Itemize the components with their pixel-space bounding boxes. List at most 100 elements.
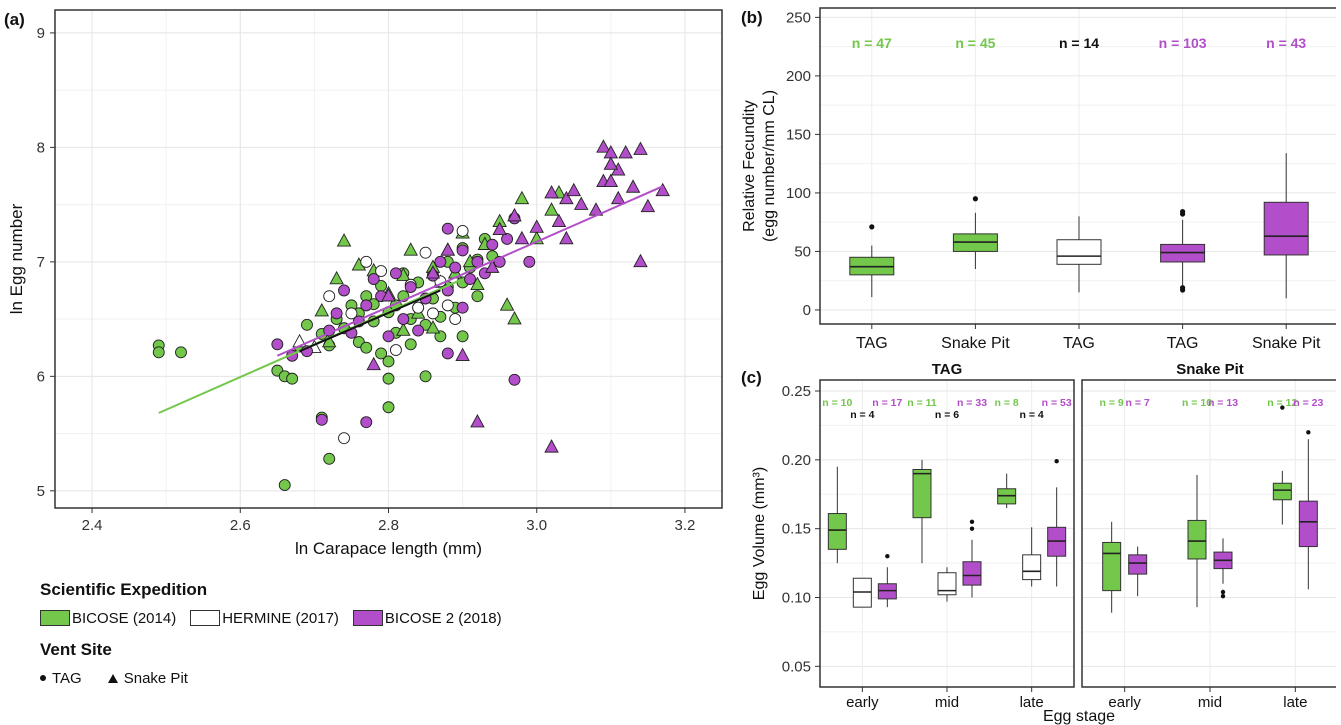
data-point [529, 219, 544, 233]
data-point [471, 290, 484, 303]
data-point [633, 253, 648, 268]
data-point [375, 347, 388, 360]
n-label: n = 33 [957, 397, 987, 409]
x-tick-label: early [1108, 694, 1141, 711]
legend-item-bicose-2018: BICOSE 2 (2018) [352, 609, 502, 627]
legend-site-row: TAG Snake Pit [40, 666, 510, 690]
y-tick-label: 50 [794, 243, 811, 260]
n-label: n = 103 [1159, 35, 1207, 51]
x-tick-label: TAG [1063, 335, 1095, 352]
x-tick-label: TAG [856, 335, 888, 352]
data-point [427, 307, 439, 320]
y-tick-label: 5 [37, 483, 45, 500]
data-point [441, 222, 454, 235]
data-point [603, 173, 619, 187]
data-point [449, 313, 462, 326]
data-point [501, 233, 514, 245]
data-point [544, 185, 559, 199]
data-point [360, 416, 373, 429]
swatch-bicose-2018 [352, 610, 383, 626]
box [1272, 482, 1292, 501]
data-point [603, 156, 619, 170]
legend-item-bicose-2014: BICOSE (2014) [40, 610, 176, 627]
panel-c-label: (c) [741, 368, 762, 387]
y-tick-label: 0.15 [782, 521, 811, 538]
data-point [507, 310, 522, 325]
facet-title: TAG [932, 361, 963, 378]
data-point [375, 265, 388, 277]
data-point [366, 356, 381, 371]
data-point [278, 479, 291, 492]
x-tick-label: Snake Pit [941, 335, 1010, 352]
x-tick-label: mid [935, 694, 959, 711]
x-tick-label: TAG [1167, 335, 1199, 352]
data-point [336, 233, 352, 247]
data-point [338, 432, 350, 445]
data-point [419, 370, 432, 383]
data-point [470, 276, 485, 291]
box [912, 468, 932, 519]
data-point [404, 281, 417, 293]
legend-label-tag: TAG [52, 669, 82, 687]
data-point [514, 190, 530, 205]
data-point [314, 302, 330, 317]
data-point [640, 198, 656, 213]
n-label: n = 8 [995, 397, 1019, 409]
x-tick-label: early [846, 694, 879, 711]
data-point [486, 238, 499, 251]
legend-label-bicose-2018: BICOSE 2 (2018) [384, 609, 502, 627]
x-tick-label: 2.4 [82, 517, 103, 534]
data-point [412, 324, 425, 337]
data-point [301, 318, 313, 331]
outlier-point [1180, 209, 1186, 215]
data-point [456, 301, 469, 314]
y-tick-label: 100 [786, 185, 811, 202]
data-point [566, 182, 582, 197]
data-point [456, 225, 469, 237]
boxplot-chart-b: 0 50 100 150 200 250 Relative Fecundity (egg nu… [741, 7, 1336, 352]
x-tick-label: 3.2 [675, 517, 696, 534]
data-point [382, 401, 395, 414]
data-point [508, 373, 521, 386]
data-point [323, 452, 336, 465]
legend-site-title: Vent Site [40, 640, 112, 659]
y-axis-label: ln Egg number [7, 203, 26, 314]
y-tick-label: 0.25 [782, 383, 811, 400]
box [1056, 239, 1102, 265]
data-point [404, 338, 417, 351]
box [1263, 201, 1309, 256]
n-label: n = 43 [1266, 35, 1306, 51]
data-point [455, 347, 470, 361]
data-point [441, 299, 454, 312]
legend: Scientific Expedition BICOSE (2014) HERM… [40, 580, 510, 690]
x-tick-label: 3.0 [526, 517, 547, 534]
legend-label-snake-pit: Snake Pit [123, 669, 188, 687]
data-point [507, 207, 522, 222]
outlier-point [969, 526, 975, 531]
n-label: n = 14 [1059, 35, 1099, 51]
n-label: n = 53 [1042, 397, 1072, 409]
box [1102, 541, 1122, 592]
data-point [403, 242, 418, 256]
outlier-point [1280, 405, 1285, 410]
boxplot-chart-c: 0.05 0.10 0.15 0.20 0.25 Egg Volume (mm³) Egg … [751, 361, 1336, 725]
data-point [596, 139, 611, 153]
plot-frame [54, 9, 723, 509]
y-tick-label: 6 [37, 368, 45, 385]
triangle-marker-icon [107, 673, 118, 683]
data-point [360, 255, 373, 268]
data-point [419, 246, 432, 259]
data-point [544, 439, 559, 453]
legend-expedition-row: BICOSE (2014) HERMINE (2017) BICOSE 2 (2… [40, 606, 510, 630]
panel-a-label: (a) [4, 10, 25, 29]
data-point [499, 297, 515, 311]
outlier-point [885, 554, 890, 559]
data-point [655, 182, 670, 197]
box [1128, 554, 1148, 575]
data-point [523, 255, 536, 268]
facet-title: Snake Pit [1176, 361, 1244, 378]
data-point [286, 372, 299, 385]
n-label: n = 4 [850, 409, 874, 421]
data-point [470, 413, 485, 428]
n-label: n = 12 [1267, 397, 1297, 409]
